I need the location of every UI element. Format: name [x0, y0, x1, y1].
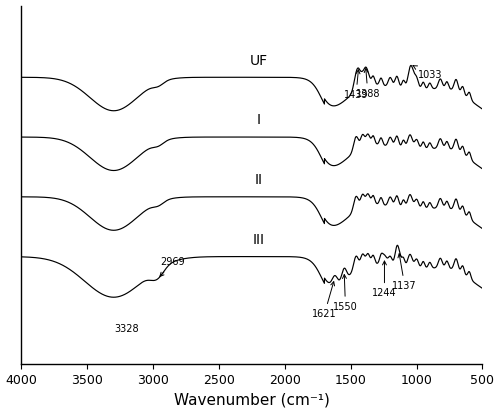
- Text: 1439: 1439: [344, 70, 368, 100]
- X-axis label: Wavenumber (cm⁻¹): Wavenumber (cm⁻¹): [174, 392, 330, 408]
- Text: 1244: 1244: [372, 261, 397, 298]
- Text: I: I: [256, 114, 260, 128]
- Text: 1388: 1388: [356, 69, 380, 99]
- Text: 1550: 1550: [333, 275, 358, 312]
- Text: 2969: 2969: [160, 257, 186, 276]
- Text: 1621: 1621: [312, 282, 336, 319]
- Text: III: III: [252, 233, 264, 247]
- Text: 3328: 3328: [114, 323, 139, 334]
- Text: UF: UF: [250, 54, 268, 68]
- Text: 1137: 1137: [392, 254, 417, 291]
- Text: II: II: [254, 173, 262, 187]
- Text: 1033: 1033: [413, 66, 442, 80]
